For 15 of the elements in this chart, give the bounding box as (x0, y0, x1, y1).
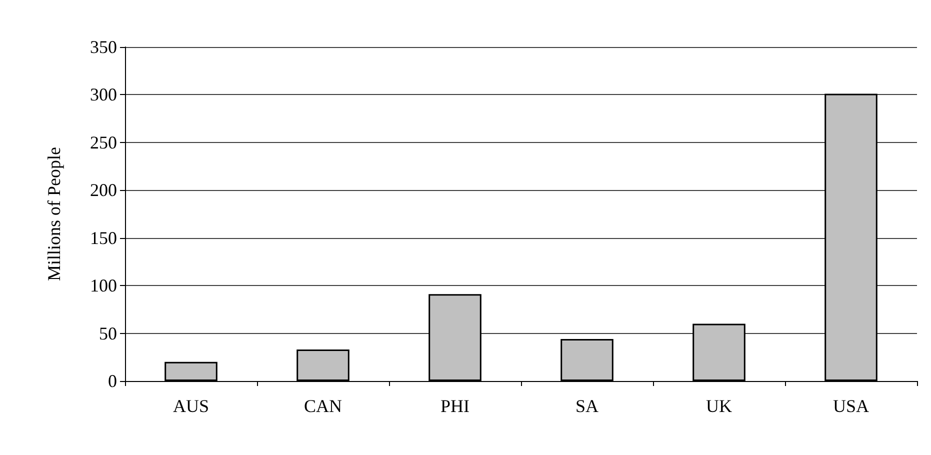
y-tick-label: 0 (108, 371, 117, 391)
x-tick-label: USA (832, 396, 870, 416)
y-tick-label: 150 (90, 228, 117, 248)
y-tick-label: 250 (90, 132, 117, 152)
y-tick-label: 350 (90, 37, 117, 57)
y-axis-title: Millions of People (44, 146, 64, 281)
y-tick-label: 300 (90, 84, 117, 105)
y-tick-label: 100 (90, 276, 117, 296)
x-tick-label: AUS (172, 396, 210, 416)
x-tick-label: PHI (440, 396, 470, 416)
y-tick-label: 200 (90, 180, 117, 200)
x-tick-label: UK (706, 396, 732, 416)
y-tick-label: 50 (99, 323, 117, 344)
x-tick-label: CAN (304, 396, 342, 416)
x-tick-label: SA (575, 396, 599, 416)
